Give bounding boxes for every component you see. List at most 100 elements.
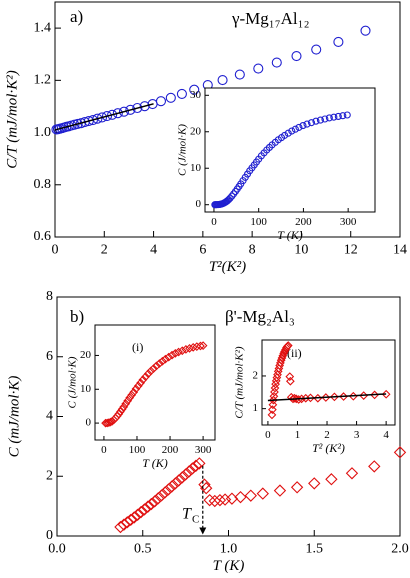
data-point <box>172 474 185 487</box>
x-tick-label: 2 <box>324 429 330 441</box>
data-point <box>285 372 295 381</box>
x-axis-label: T (K) <box>277 228 302 242</box>
x-tick-label: 0 <box>52 243 59 258</box>
data-point <box>116 407 125 416</box>
data-point <box>118 106 130 117</box>
data-point <box>208 494 221 508</box>
data-point <box>321 115 329 123</box>
data-point <box>360 25 371 36</box>
x-tick-label: 200 <box>162 444 179 456</box>
data-point <box>165 480 179 493</box>
data-point <box>76 118 87 129</box>
fit-line <box>54 103 154 131</box>
data-point <box>119 402 129 412</box>
data-point <box>176 88 187 99</box>
panel-label: a) <box>70 7 83 26</box>
data-point <box>169 477 182 490</box>
data-point <box>123 396 133 406</box>
data-point <box>121 399 131 409</box>
data-point <box>131 508 144 521</box>
data-point <box>188 342 198 352</box>
data-point <box>271 57 282 68</box>
data-point <box>148 495 161 508</box>
data-point <box>234 490 247 504</box>
x-tick-label: 6 <box>199 243 206 258</box>
data-point <box>141 500 155 513</box>
data-point <box>117 518 131 531</box>
data-point <box>198 478 211 491</box>
data-point <box>312 117 320 125</box>
panel-label: b) <box>70 307 84 326</box>
panel-label: (i) <box>132 340 143 354</box>
data-point <box>198 341 208 351</box>
data-point <box>343 111 351 119</box>
x-tick-label: 0.0 <box>48 542 66 557</box>
x-tick-label: 300 <box>195 444 212 456</box>
x-tick-label: 14 <box>393 243 407 258</box>
data-point <box>176 471 189 484</box>
x-tick-label: 4 <box>150 243 157 258</box>
data-point <box>182 465 196 478</box>
data-point <box>155 489 168 502</box>
x-tick-label: 0 <box>101 444 107 456</box>
data-point <box>189 84 200 95</box>
data-point <box>288 127 296 135</box>
y-tick-label: 1 <box>253 402 259 414</box>
data-point <box>155 96 167 107</box>
data-point <box>121 516 134 529</box>
y-tick-label: 0 <box>86 417 92 429</box>
y-tick-label: 20 <box>80 349 92 361</box>
data-point <box>114 520 127 534</box>
x-tick-label: 100 <box>250 216 267 228</box>
data-point <box>256 487 269 500</box>
data-point <box>303 120 311 128</box>
data-point <box>299 122 307 130</box>
data-point <box>330 392 339 402</box>
x-axis-label: T²(K²) <box>209 259 246 275</box>
data-point <box>288 394 298 404</box>
data-point <box>203 493 216 507</box>
data-point <box>196 341 205 351</box>
data-point <box>308 477 321 490</box>
data-point <box>325 114 333 122</box>
x-tick-label: 1.5 <box>306 542 324 557</box>
data-point <box>181 344 191 354</box>
x-tick-label: 0 <box>265 429 271 441</box>
data-point <box>193 457 206 470</box>
data-point <box>165 92 176 103</box>
y-tick-label: 6 <box>46 349 53 364</box>
y-tick-label: 2 <box>253 369 259 381</box>
x-tick-label: 3 <box>354 429 360 441</box>
data-point <box>269 395 278 405</box>
data-point <box>267 410 277 420</box>
data-point <box>306 393 315 403</box>
data-point <box>152 492 165 505</box>
data-point <box>268 405 277 415</box>
x-tick-label: 1 <box>295 429 301 441</box>
y-tick-label: 0.6 <box>34 229 52 244</box>
data-point <box>297 394 306 404</box>
data-point <box>213 493 227 507</box>
data-point <box>253 63 264 74</box>
x-tick-label: 300 <box>340 216 357 228</box>
y-tick-label: 30 <box>190 89 202 101</box>
data-point <box>226 194 234 202</box>
data-point <box>321 393 331 402</box>
data-point <box>162 483 175 496</box>
data-point <box>114 409 124 419</box>
data-point <box>129 387 139 397</box>
data-point <box>158 486 172 499</box>
data-point <box>138 503 151 516</box>
data-point <box>234 69 245 80</box>
data-point <box>334 112 342 120</box>
x-tick-label: 0.5 <box>134 542 152 557</box>
data-point <box>244 489 257 502</box>
data-point <box>136 378 145 388</box>
y-tick-label: 1.4 <box>34 20 52 35</box>
data-point <box>345 467 359 480</box>
data-point <box>131 384 141 394</box>
data-point <box>72 118 83 129</box>
y-tick-label: 10 <box>80 383 92 395</box>
